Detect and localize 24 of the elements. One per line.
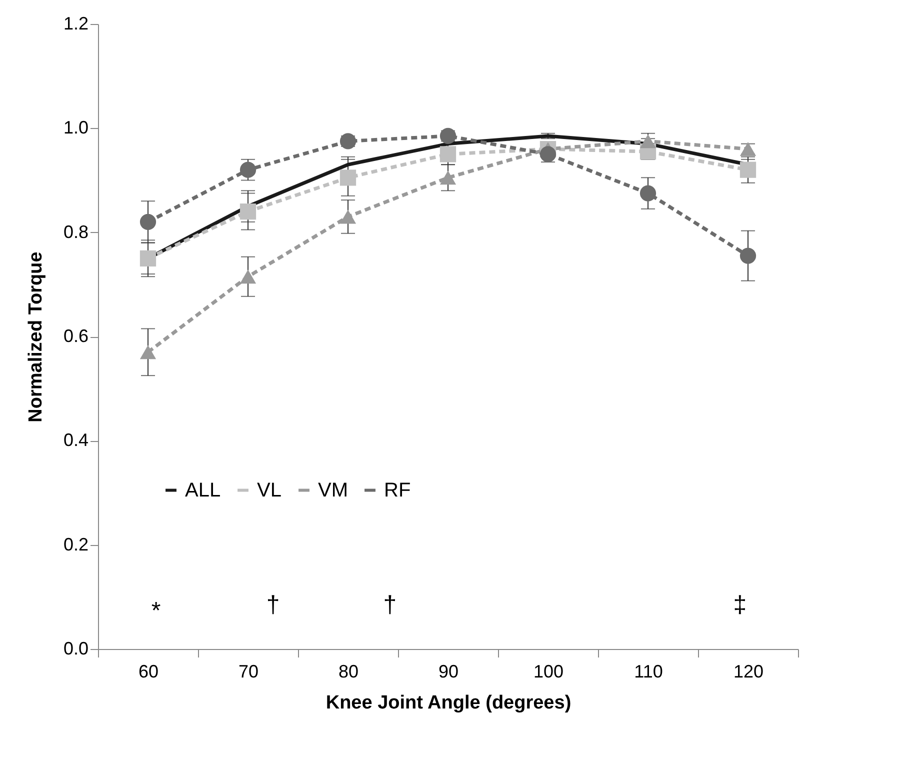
- annotation: ‡: [733, 591, 747, 618]
- x-tick-label: 110: [634, 662, 663, 682]
- y-tick-label: 1.2: [63, 14, 88, 34]
- y-axis-title: Normalized Torque: [25, 252, 46, 422]
- x-tick-label: 100: [533, 662, 564, 682]
- x-tick-label: 60: [138, 662, 159, 682]
- legend-label: ALL: [185, 479, 221, 502]
- legend-label: VM: [318, 479, 348, 502]
- y-tick-label: 0.8: [63, 222, 88, 242]
- legend-label: RF: [384, 479, 411, 502]
- annotation: †: [383, 591, 397, 618]
- legend-label: VL: [257, 479, 282, 502]
- y-tick-label: 0.0: [63, 638, 88, 658]
- y-tick-label: 0.2: [63, 534, 88, 554]
- y-tick-label: 0.4: [63, 430, 88, 450]
- annotation: *: [151, 598, 161, 624]
- x-tick-label: 70: [238, 662, 259, 682]
- x-tick-label: 90: [438, 662, 459, 682]
- y-tick-label: 1.0: [63, 118, 88, 138]
- y-tick-label: 0.6: [63, 326, 88, 346]
- annotation: †: [266, 591, 280, 618]
- x-tick-label: 120: [733, 662, 764, 682]
- x-axis-title: Knee Joint Angle (degrees): [326, 692, 572, 714]
- x-tick-label: 80: [338, 662, 359, 682]
